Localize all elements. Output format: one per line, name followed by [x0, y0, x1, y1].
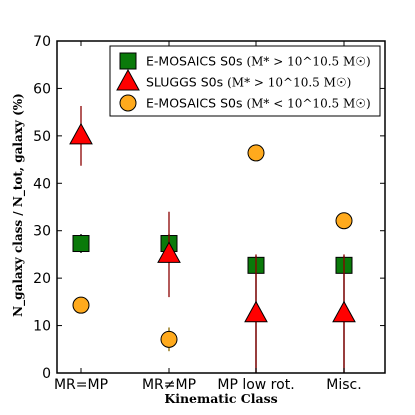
y-tick-label: 60: [33, 81, 51, 97]
triangle-point: [244, 300, 268, 323]
legend-condition: (M* < 10^10.5 M☉): [246, 97, 370, 111]
legend-entry: SLUGGS S0s (M* > 10^10.5 M☉): [146, 75, 351, 90]
x-tick-label: Misc.: [326, 377, 361, 393]
y-tick-label: 30: [33, 224, 51, 240]
circle-point: [247, 144, 265, 162]
triangle-point: [69, 122, 93, 145]
x-tick-label: MR≠MP: [142, 377, 196, 393]
y-tick-label: 70: [33, 34, 51, 50]
legend-condition: (M* > 10^10.5 M☉): [227, 76, 351, 90]
circle-point: [72, 296, 90, 314]
y-tick-label: 50: [33, 129, 51, 145]
legend-square-icon: [119, 52, 137, 70]
triangle-point: [332, 300, 356, 323]
square-point: [72, 235, 90, 253]
legend-circle-icon: [119, 94, 137, 112]
x-tick-label: MR=MP: [54, 377, 108, 393]
legend-name: E-MOSAICS S0s: [146, 96, 246, 111]
legend-entry: E-MOSAICS S0s (M* > 10^10.5 M☉): [146, 54, 371, 69]
y-tick-label: 40: [33, 176, 51, 192]
y-tick-label: 0: [42, 366, 51, 382]
legend-triangle-icon: [116, 68, 140, 91]
y-tick-label: 20: [33, 271, 51, 287]
triangle-point: [157, 241, 181, 263]
y-axis-title: N_galaxy class / N_tot, galaxy (%): [11, 93, 26, 317]
y-tick-label: 10: [33, 319, 51, 335]
x-axis-ticks: MR=MP MR≠MP MP low rot. Misc.: [54, 41, 362, 393]
y-axis-ticks: 0 10 20 30 40 50 60 70: [33, 34, 385, 382]
legend: E-MOSAICS S0s (M* > 10^10.5 M☉)SLUGGS S0…: [109, 45, 381, 117]
plot-frame: [56, 40, 386, 374]
legend-condition: (M* > 10^10.5 M☉): [246, 55, 370, 69]
legend-name: SLUGGS S0s: [146, 75, 227, 90]
circle-point: [160, 330, 178, 348]
circle-point: [335, 212, 353, 230]
x-axis-title: Kinematic Class: [164, 391, 277, 406]
legend-frame: [109, 45, 381, 117]
x-tick-label: MP low rot.: [217, 377, 294, 393]
plot-marks: [69, 105, 356, 373]
legend-entry: E-MOSAICS S0s (M* < 10^10.5 M☉): [146, 96, 371, 111]
legend-name: E-MOSAICS S0s: [146, 54, 246, 69]
